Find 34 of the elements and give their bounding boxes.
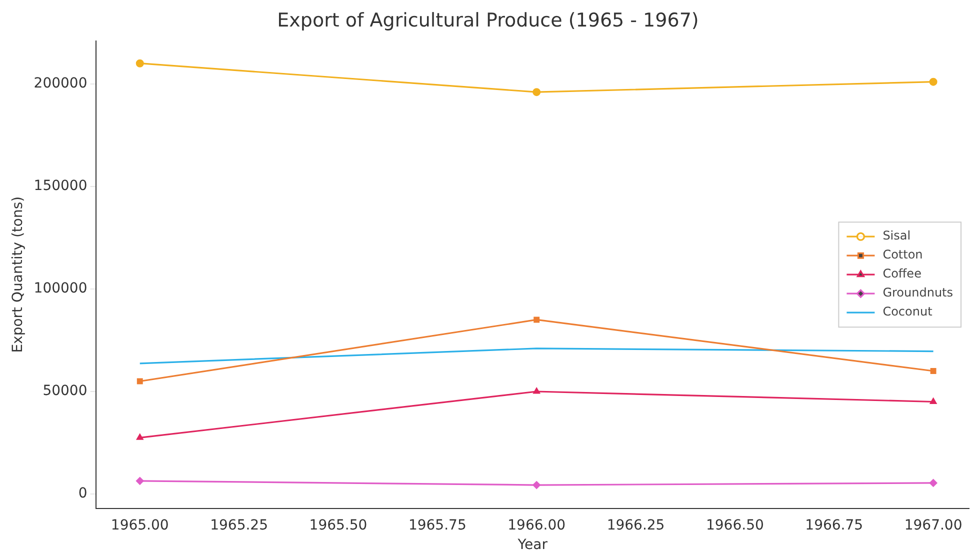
y-tick-label: 0 <box>78 486 88 502</box>
point <box>532 481 541 490</box>
point <box>136 434 144 440</box>
x-tick-label: 1966.00 <box>508 517 566 534</box>
point <box>929 78 938 86</box>
legend-label: Coffee <box>882 266 922 281</box>
chart-title: Export of Agricultural Produce (1965 - 1967) <box>277 9 699 32</box>
x-tick-label: 1965.75 <box>408 517 466 534</box>
y-tick-label: 200000 <box>34 76 88 92</box>
legend-label: Coconut <box>882 304 933 319</box>
point <box>930 398 937 404</box>
y-tick-label: 50000 <box>42 383 88 400</box>
point <box>930 368 936 374</box>
point <box>929 478 938 487</box>
legend-label: Cotton <box>882 248 923 262</box>
x-axis-title: Year <box>516 537 548 554</box>
x-tick-label: 1965.50 <box>309 517 368 534</box>
x-tick-label: 1966.25 <box>606 517 665 534</box>
x-tick-label: 1967.00 <box>904 517 962 534</box>
point <box>136 378 143 384</box>
x-tick-label: 1966.75 <box>805 517 864 534</box>
y-tick-label: 100000 <box>34 280 88 297</box>
x-tick-label: 1965.25 <box>210 517 268 534</box>
legend-label: Sisal <box>882 228 911 243</box>
x-tick-label: 1966.50 <box>706 517 764 534</box>
point <box>532 88 541 96</box>
point <box>136 59 144 68</box>
legend-label: Groundnuts <box>882 286 954 300</box>
y-tick-label: 150000 <box>34 178 88 194</box>
point <box>533 388 540 394</box>
point <box>534 316 540 323</box>
point <box>136 476 144 485</box>
x-tick-label: 1965.00 <box>110 517 169 534</box>
y-axis-title: Export Quantity (tons) <box>10 196 26 353</box>
